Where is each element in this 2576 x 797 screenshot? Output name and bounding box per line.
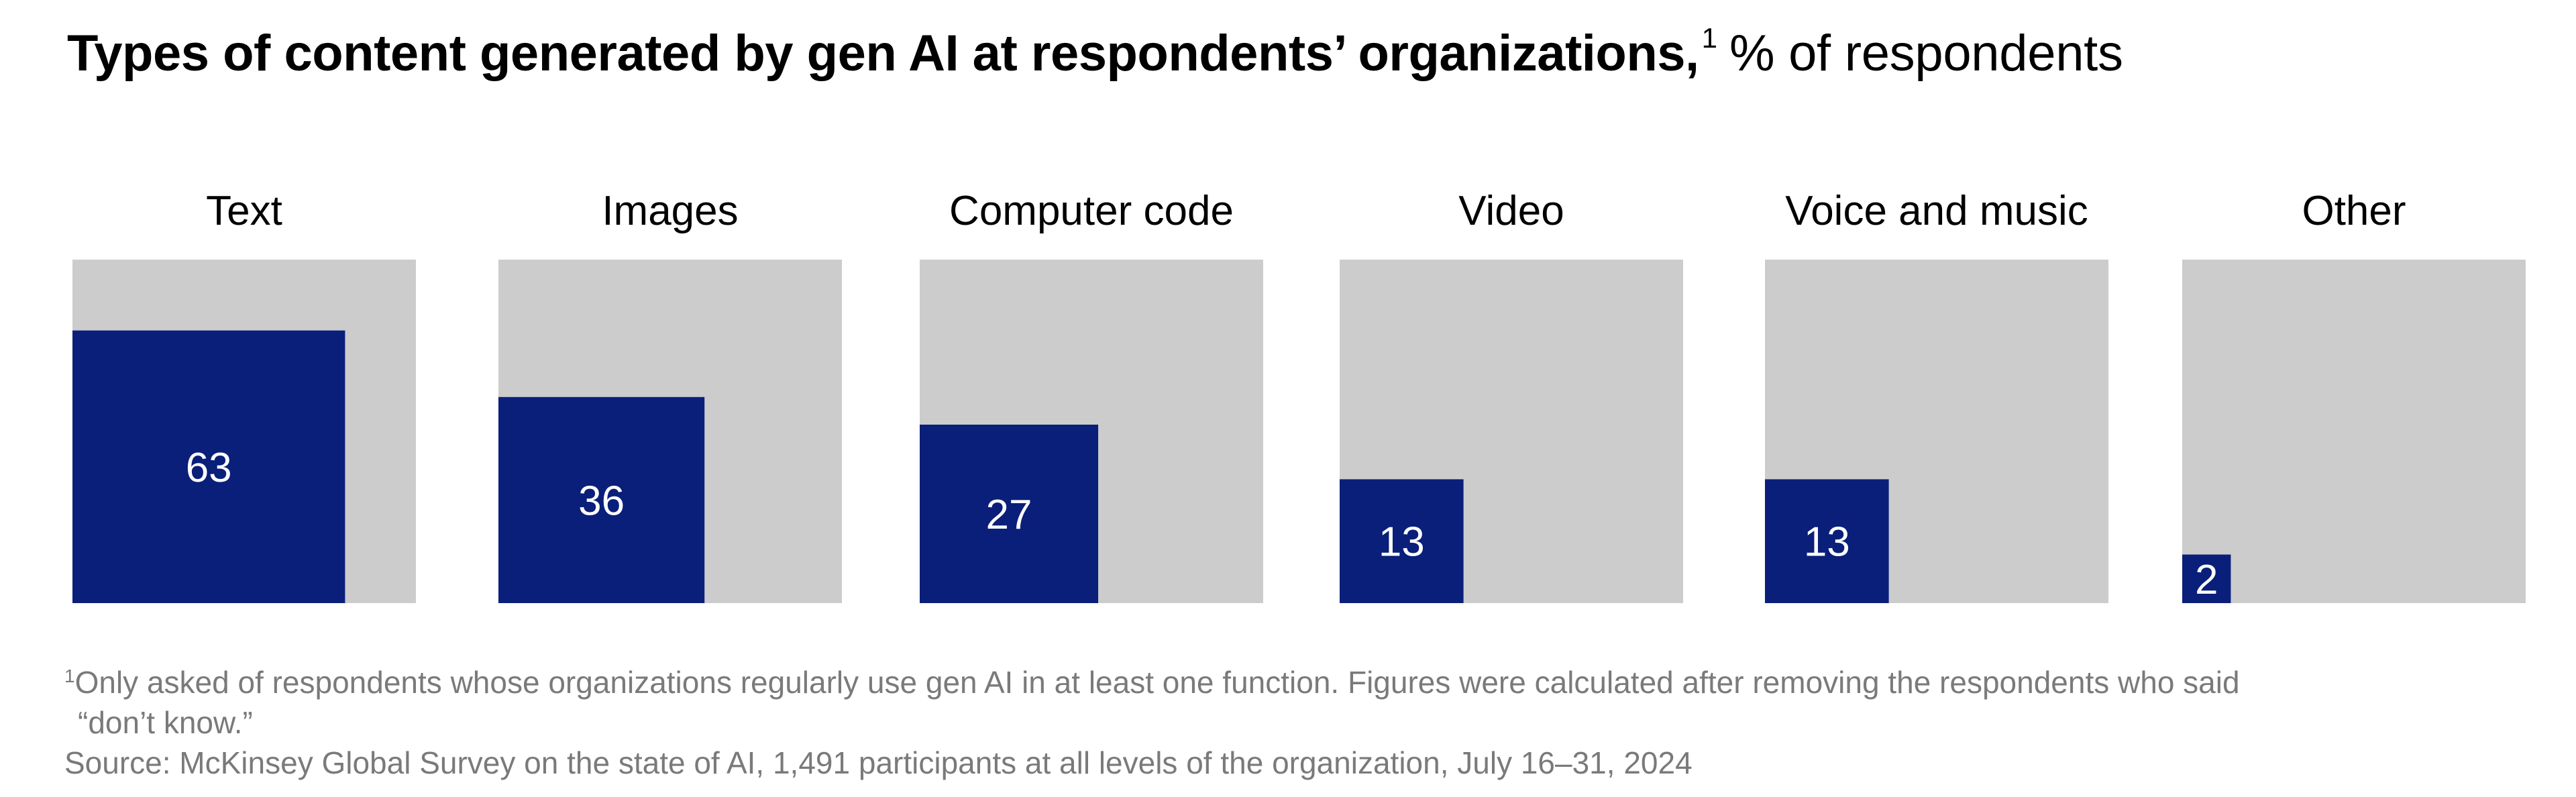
value-square-other [2182,554,2231,603]
footnote-1-continued: “don’t know.” [78,705,253,740]
panel-computer-code: Computer code 27 [920,188,1263,603]
total-square-other [2182,260,2526,603]
panel-text: Text 63 [72,188,416,603]
footnote-marker: 1 [64,666,75,686]
value-square-computer-code [920,424,1099,603]
value-square-video [1340,479,1464,603]
footnote-1: 1Only asked of respondents whose organiz… [64,656,2560,702]
category-label-other: Other [2302,188,2406,234]
chart-title-text: Types of content generated by gen AI at … [67,25,1699,82]
value-label-other: 2 [2195,557,2218,603]
panel-voice-and-music: Voice and music 13 [1765,188,2108,603]
value-label-video: 13 [1379,519,1425,566]
value-square-voice-and-music [1765,479,1889,603]
panel-images: Images 36 [498,188,842,603]
footnotes: 1Only asked of respondents whose organiz… [64,656,2560,783]
panel-other: Other 2 [2182,188,2526,603]
value-label-images: 36 [578,478,625,524]
category-label-computer-code: Computer code [949,188,1234,234]
chart-title: Types of content generated by gen AI at … [67,24,2123,79]
value-label-computer-code: 27 [986,492,1032,538]
value-label-voice-and-music: 13 [1804,519,1850,566]
value-square-text [72,330,345,603]
value-label-text: 63 [186,445,232,491]
category-label-voice-and-music: Voice and music [1785,188,2088,234]
chart-unit-label: % of respondents [1729,25,2123,82]
category-label-video: Video [1458,188,1564,234]
source-note: Source: McKinsey Global Survey on the st… [64,745,1693,780]
category-label-text: Text [206,188,282,234]
value-square-images [498,396,705,603]
panel-video: Video 13 [1340,188,1683,603]
title-footnote-marker: 1 [1701,22,1717,54]
footnote-1-text: Only asked of respondents whose organiza… [74,665,2240,700]
category-label-images: Images [602,188,738,234]
